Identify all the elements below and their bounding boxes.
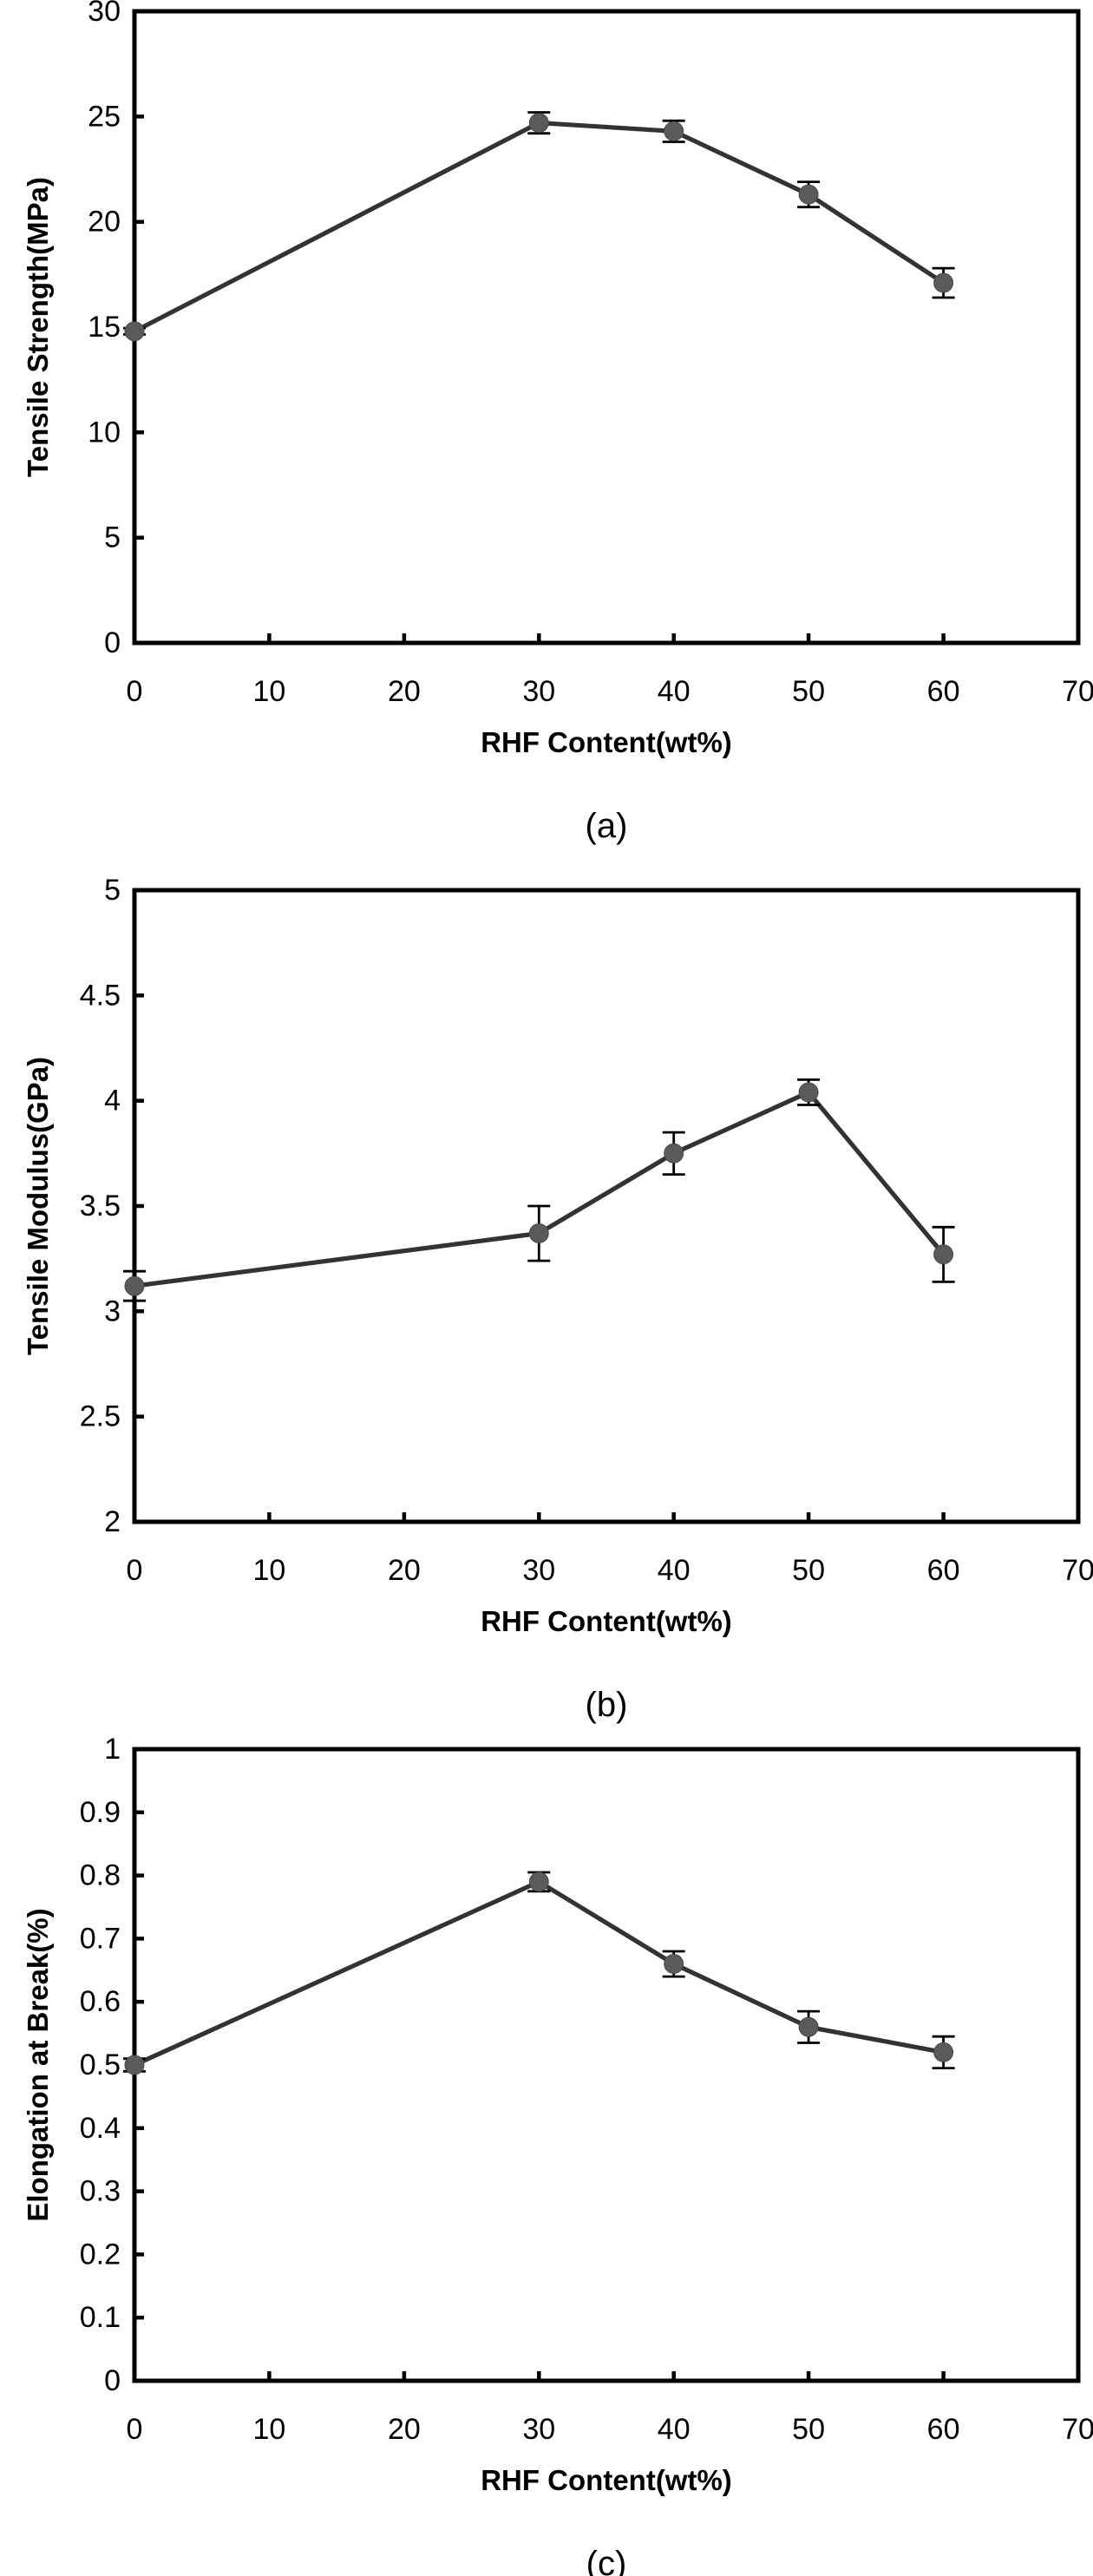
svg-text:20: 20	[88, 206, 121, 239]
svg-text:70: 70	[1062, 1554, 1093, 1587]
svg-text:0.5: 0.5	[80, 2048, 121, 2081]
svg-text:50: 50	[792, 675, 825, 708]
svg-text:RHF Content(wt%): RHF Content(wt%)	[481, 2464, 732, 2496]
svg-text:30: 30	[88, 0, 121, 28]
svg-text:0: 0	[104, 626, 121, 659]
svg-text:Tensile Strength(MPa): Tensile Strength(MPa)	[22, 177, 54, 477]
svg-text:0.3: 0.3	[80, 2175, 121, 2208]
svg-text:50: 50	[792, 1554, 825, 1587]
svg-text:2.5: 2.5	[80, 1400, 121, 1433]
svg-text:(c): (c)	[586, 2545, 627, 2576]
svg-text:0.9: 0.9	[80, 1796, 121, 1829]
svg-text:0.2: 0.2	[80, 2238, 121, 2271]
svg-text:1: 1	[104, 1733, 121, 1766]
svg-text:2: 2	[104, 1505, 121, 1538]
svg-text:40: 40	[658, 1554, 690, 1587]
svg-text:0: 0	[127, 1554, 143, 1587]
svg-text:3: 3	[104, 1295, 121, 1327]
svg-text:0.8: 0.8	[80, 1859, 121, 1892]
svg-text:30: 30	[522, 1554, 555, 1587]
svg-text:70: 70	[1062, 2413, 1093, 2446]
svg-text:(a): (a)	[586, 807, 628, 845]
svg-text:5: 5	[104, 521, 121, 554]
svg-text:40: 40	[658, 2413, 690, 2446]
svg-text:5: 5	[104, 874, 121, 907]
svg-text:Elongation at Break(%): Elongation at Break(%)	[22, 1908, 54, 2221]
svg-text:0: 0	[127, 675, 143, 708]
svg-text:20: 20	[388, 2413, 421, 2446]
svg-text:25: 25	[88, 100, 121, 133]
svg-text:4.5: 4.5	[80, 979, 121, 1012]
svg-text:0: 0	[127, 2413, 143, 2446]
svg-text:70: 70	[1062, 675, 1093, 708]
svg-text:10: 10	[88, 416, 121, 449]
svg-text:20: 20	[388, 1554, 421, 1587]
svg-text:30: 30	[522, 675, 555, 708]
svg-text:30: 30	[522, 2413, 555, 2446]
svg-text:60: 60	[927, 1554, 960, 1587]
svg-text:0: 0	[104, 2364, 121, 2397]
svg-text:0.7: 0.7	[80, 1922, 121, 1955]
svg-text:(b): (b)	[586, 1686, 628, 1724]
svg-text:0.6: 0.6	[80, 1985, 121, 2018]
svg-text:10: 10	[252, 675, 285, 708]
svg-text:RHF Content(wt%): RHF Content(wt%)	[481, 726, 732, 758]
svg-text:10: 10	[252, 2413, 285, 2446]
svg-text:RHF Content(wt%): RHF Content(wt%)	[481, 1605, 732, 1637]
svg-text:15: 15	[88, 311, 121, 344]
svg-text:3.5: 3.5	[80, 1190, 121, 1222]
svg-text:10: 10	[252, 1554, 285, 1587]
svg-text:40: 40	[658, 675, 690, 708]
svg-text:0.4: 0.4	[80, 2112, 121, 2145]
svg-text:20: 20	[388, 675, 421, 708]
svg-text:50: 50	[792, 2413, 825, 2446]
svg-text:Tensile Modulus(GPa): Tensile Modulus(GPa)	[22, 1057, 54, 1355]
svg-text:60: 60	[927, 675, 960, 708]
svg-text:60: 60	[927, 2413, 960, 2446]
svg-text:4: 4	[104, 1085, 121, 1118]
svg-text:0.1: 0.1	[80, 2301, 121, 2334]
